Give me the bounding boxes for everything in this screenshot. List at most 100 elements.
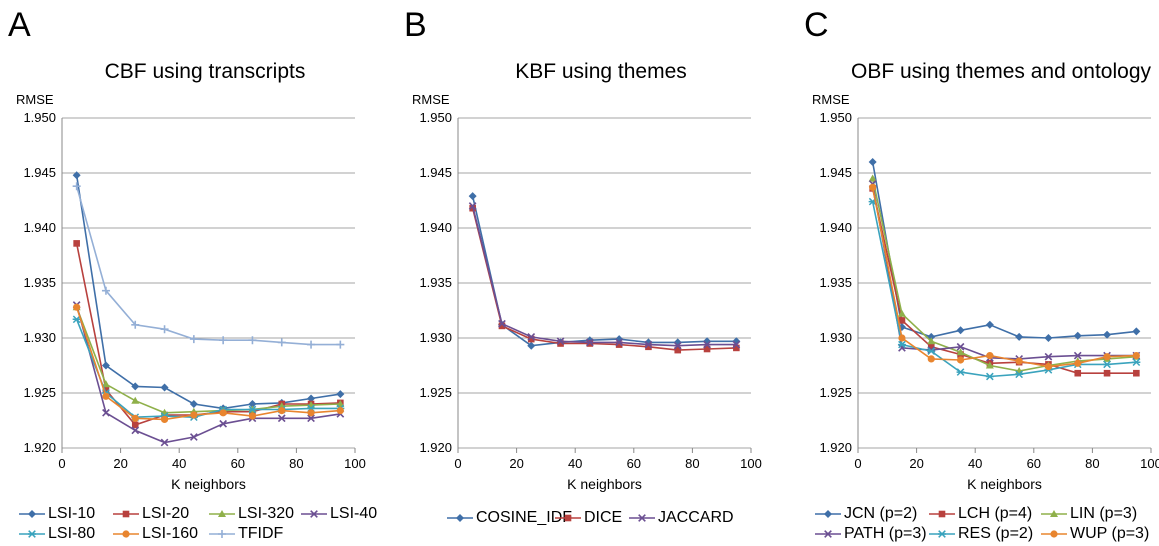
legend-marker [824,510,832,518]
y-tick-label: 1.945 [419,165,452,180]
y-tick-label: 1.940 [23,220,56,235]
data-point [985,320,994,329]
data-point [131,320,140,329]
data-point [160,325,169,334]
plot-area [857,117,1152,453]
data-point [527,335,535,343]
data-point [102,408,110,417]
x-tick-label: 60 [626,456,642,471]
legend-label: JACCARD [658,509,734,526]
series-line-1 [75,175,341,410]
data-point [956,342,965,351]
legend-label: LSI-40 [330,505,378,522]
data-point [278,407,286,415]
data-point [645,343,652,351]
x-tick-label: 40 [567,456,583,471]
data-point [307,409,315,417]
data-point [190,411,198,419]
data-point [1103,369,1111,377]
x-tick-label: 80 [289,456,304,471]
data-point [1044,352,1053,361]
legend-swatch [815,510,841,518]
data-point [985,361,994,369]
data-point [307,340,316,349]
series-line-7 [75,185,341,346]
data-point [248,412,257,420]
data-point [732,340,741,349]
data-point [189,335,198,344]
series-line-3 [471,205,737,347]
panel-letter: C [804,6,829,44]
y-tick-label: 1.945 [23,165,56,180]
data-point [869,183,877,191]
data-point [101,361,110,370]
x-tick-label: 100 [740,456,762,471]
plot-area [457,117,752,453]
y-axis-label: RMSE [16,92,54,107]
series-line-4 [871,183,1137,360]
data-point [956,356,965,364]
series-line-3 [75,306,341,414]
legend-marker [218,530,226,538]
data-point [219,419,228,428]
x-tick-label: 20 [909,456,924,471]
legend-label: LSI-20 [142,505,190,522]
data-point [1044,363,1053,371]
x-axis-label: K neighbors [171,476,246,492]
data-point [585,338,594,347]
legend-marker [122,510,130,518]
series-line-1 [471,195,737,347]
legend-marker [638,514,646,522]
legend-swatch [629,514,655,522]
x-tick-label: 20 [509,456,524,471]
series-line-2 [471,208,737,351]
data-point [160,383,169,392]
x-tick-label: 0 [454,456,462,471]
legend-marker [1050,530,1058,538]
data-point [674,346,682,354]
y-tick-label: 1.935 [819,275,852,290]
data-point [897,340,906,349]
data-point [557,340,564,347]
legend-swatch [19,530,45,538]
x-tick-label: 60 [1026,456,1042,471]
data-point [1103,360,1112,369]
series-line-3 [871,178,1137,372]
data-point [927,337,936,345]
legend-swatch [1041,510,1067,517]
x-tick-label: 40 [171,456,187,471]
data-point [248,336,257,345]
legend-swatch [301,510,327,518]
data-point [644,340,653,349]
data-point [556,337,565,346]
data-point [219,409,227,417]
y-axis-label: RMSE [412,92,450,107]
y-tick-label: 1.940 [419,220,452,235]
data-point [527,333,536,341]
legend-label: RES (p=2) [958,525,1034,542]
data-point [1133,369,1140,377]
data-point [703,340,711,349]
data-point [868,174,877,182]
data-point [1015,370,1024,379]
x-axis-label: K neighbors [967,476,1042,492]
legend-label: LCH (p=4) [958,505,1033,522]
legend-label: PATH (p=3) [844,525,927,542]
legend-swatch [447,514,473,522]
data-point [1132,358,1141,367]
legend-marker [938,530,946,538]
data-point [1073,331,1082,340]
y-tick-label: 1.950 [23,110,56,125]
legend-swatch [209,530,235,538]
data-point [336,340,345,349]
chart-title: CBF using transcripts [104,60,306,83]
legend-swatch [929,530,955,538]
y-tick-label: 1.920 [23,440,56,455]
data-point [1074,359,1082,367]
y-tick-label: 1.950 [819,110,852,125]
data-point [703,345,711,353]
data-point [336,400,345,407]
data-point [248,400,257,408]
data-point [956,368,965,376]
y-tick-label: 1.940 [819,220,852,235]
